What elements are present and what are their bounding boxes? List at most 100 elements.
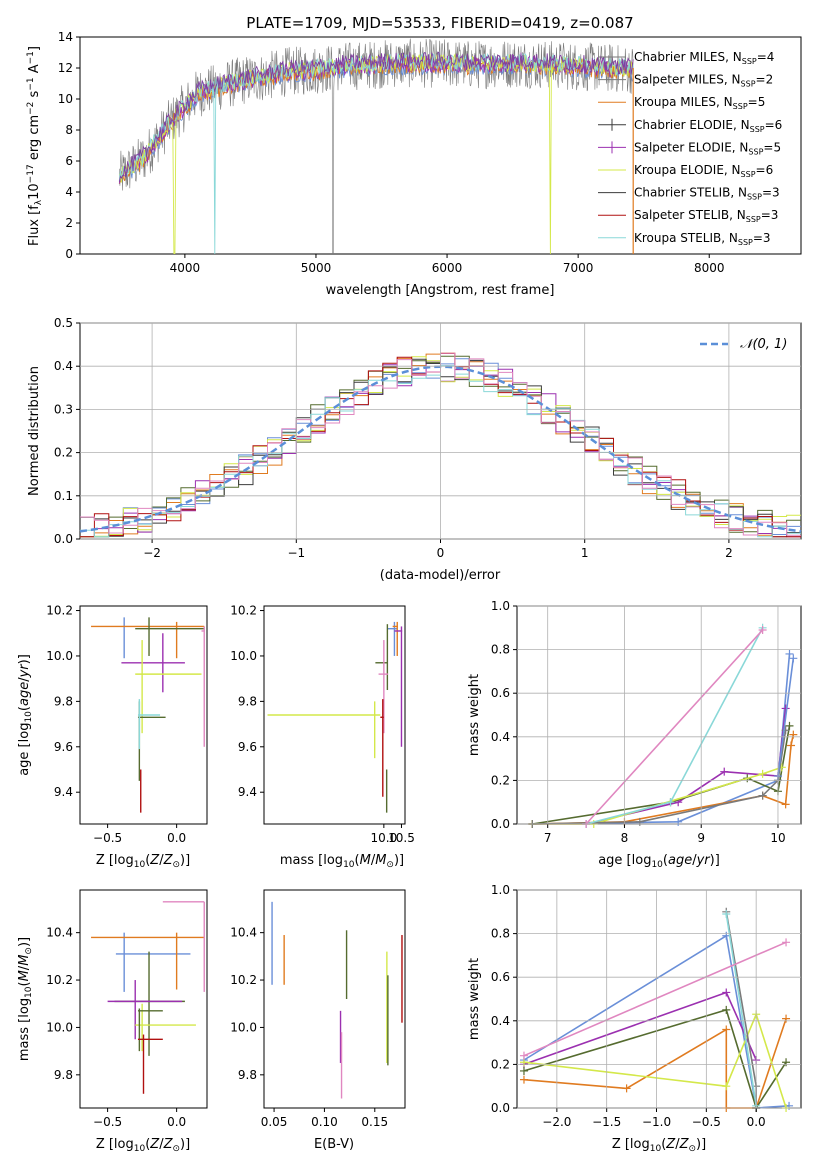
x-tick-label: −1.0 [642, 1115, 671, 1129]
y-tick-label: 0.0 [491, 1101, 510, 1115]
mass-z-ticks: −0.5 0.0 9.8 10.0 10.2 10.4 [46, 926, 186, 1129]
histogram-ticks: −2 −1 0 1 2 0.0 0.1 0.2 0.3 0.4 0.5 [54, 316, 801, 560]
age-vs-z-panel: −0.5 0.0 9.4 9.6 9.8 10.0 10.2 Z [log10(Z/Z⊙)]… [17, 604, 208, 870]
spectrum-ticks: 4000 5000 6000 7000 8000 0 2 4 6 8 10 12 14 [58, 30, 725, 275]
weight-series-line [523, 1018, 787, 1109]
histogram-legend: 𝒩(0, 1) [700, 337, 787, 352]
histogram-legend-label: 𝒩(0, 1) [740, 337, 787, 352]
weight-point-marker [722, 1025, 731, 1034]
legend-label-text: Kroupa STELIB, N [634, 231, 738, 245]
x-tick-label: 0.15 [361, 1115, 388, 1129]
x-tick-label: 10.5 [388, 831, 415, 845]
legend-label-subscript: SSP [746, 215, 761, 224]
histogram-ylabel: Normed distribution [27, 366, 42, 496]
age-z-ticks: −0.5 0.0 9.4 9.6 9.8 10.0 10.2 [46, 604, 186, 845]
weight-point-marker [666, 798, 675, 807]
weight-series-line [725, 913, 757, 1106]
mass-z-ylabel: mass [log10(M/M⊙)] [17, 937, 34, 1061]
x-tick-label: 6000 [432, 261, 463, 275]
weight-age-ylabel: mass weight [467, 674, 482, 756]
x-tick-label: 0.10 [311, 1115, 338, 1129]
age-mass-xlabel: mass [log10(M/M⊙)] [280, 853, 404, 870]
weight-point-marker [782, 1014, 791, 1023]
y-tick-label: 0.4 [491, 1014, 510, 1028]
x-tick-label: 9 [697, 831, 705, 845]
weight-z-ylabel: mass weight [467, 958, 482, 1040]
y-tick-label: 9.8 [54, 1068, 73, 1082]
y-tick-label: 8 [65, 123, 73, 137]
weight-series-line [585, 629, 764, 825]
x-tick-label: 10.0 [370, 831, 397, 845]
weight-series-line [777, 658, 795, 777]
weight-point-marker [519, 1066, 528, 1075]
y-tick-label: 0.0 [54, 532, 73, 546]
y-tick-label: 0 [65, 247, 73, 261]
mass-ebv-xlabel: E(B-V) [314, 1137, 354, 1152]
y-tick-label: 10.0 [230, 649, 257, 663]
y-tick-label: 1.0 [491, 883, 510, 897]
weight-point-marker [785, 721, 794, 730]
y-tick-label: 10.2 [230, 973, 257, 987]
age-mass-ticks: 10.010.59.49.69.810.010.2 [230, 604, 415, 845]
y-tick-label: 0.2 [491, 773, 510, 787]
legend-label-subscript: SSP [750, 125, 765, 134]
weight-point-marker [781, 800, 790, 809]
legend-label-count: =5 [763, 140, 781, 154]
weight-point-marker [782, 1058, 791, 1067]
x-tick-label: 0.0 [747, 1115, 766, 1129]
weight-point-marker [789, 730, 798, 739]
spectrum-panel: PLATE=1709, MJD=53533, FIBERID=0419, z=0… [26, 14, 802, 298]
x-tick-label: 7000 [563, 261, 594, 275]
weight-age-axes-frame [516, 605, 802, 825]
mass-ebv-plot-area [271, 901, 403, 1099]
y-tick-label: 0.5 [54, 316, 73, 330]
weight-point-marker [722, 1005, 731, 1014]
y-tick-label: 6 [65, 154, 73, 168]
x-tick-label: 5000 [301, 261, 332, 275]
spectrum-plot-area [118, 38, 634, 254]
age-mass-plot-area [267, 621, 403, 813]
legend-entry-label: Chabrier ELODIE, NSSP=6 [634, 118, 782, 134]
legend-label-text: Chabrier STELIB, N [634, 186, 747, 200]
x-tick-label: −1.5 [592, 1115, 621, 1129]
legend-label-text: Salpeter MILES, N [634, 73, 741, 87]
weight-z-plot-area [519, 907, 794, 1112]
legend-entry-label: Salpeter STELIB, NSSP=3 [634, 208, 778, 224]
weight-point-marker [785, 649, 794, 658]
legend-entry-label: Chabrier MILES, NSSP=4 [634, 50, 774, 66]
x-tick-label: −0.5 [93, 831, 122, 845]
x-tick-label: −0.5 [93, 1115, 122, 1129]
weight-age-ticks: 7 8 9 10 0.0 0.2 0.4 0.6 0.8 1.0 [491, 599, 801, 845]
mass-vs-z-panel: −0.5 0.0 9.8 10.0 10.2 10.4 Z [log10(Z/Z⊙)] m… [17, 889, 208, 1154]
x-tick-label: −0.5 [692, 1115, 721, 1129]
y-tick-label: 10.2 [230, 604, 257, 618]
x-tick-label: 0 [437, 546, 445, 560]
y-tick-label: 9.6 [238, 740, 257, 754]
weight-point-marker [635, 817, 644, 826]
y-tick-label: 14 [58, 30, 73, 44]
legend-label-count: =3 [762, 186, 780, 200]
legend-label-count: =6 [765, 118, 783, 132]
legend-label-subscript: SSP [747, 193, 762, 202]
x-tick-label: 1 [581, 546, 589, 560]
weight-series-line [523, 1011, 787, 1109]
weight-series-line [523, 1008, 787, 1110]
y-tick-label: 10.2 [46, 604, 73, 618]
weight-point-marker [722, 988, 731, 997]
spectrum-title: PLATE=1709, MJD=53533, FIBERID=0419, z=0… [246, 14, 633, 32]
y-tick-label: 0.3 [54, 402, 73, 416]
age-z-xlabel: Z [log10(Z/Z⊙)] [96, 853, 190, 870]
y-tick-label: 10 [58, 92, 73, 106]
weight-vs-age-panel: 7 8 9 10 0.0 0.2 0.4 0.6 0.8 1.0 age [log10(age/y… [467, 599, 802, 870]
y-tick-label: 10.4 [46, 926, 73, 940]
y-tick-label: 0.2 [491, 1057, 510, 1071]
weight-point-marker [787, 741, 796, 750]
y-tick-label: 9.8 [54, 694, 73, 708]
x-tick-label: 10 [770, 831, 785, 845]
legend-entry-label: Salpeter MILES, NSSP=2 [634, 73, 773, 89]
y-tick-label: 10.0 [46, 649, 73, 663]
weight-z-ticks: −2.0 −1.5 −1.0 −0.5 0.0 0.0 0.2 0.4 0.6 0.8 1.0 [491, 883, 801, 1129]
y-tick-label: 9.4 [238, 785, 257, 799]
y-tick-label: 9.8 [238, 1068, 257, 1082]
